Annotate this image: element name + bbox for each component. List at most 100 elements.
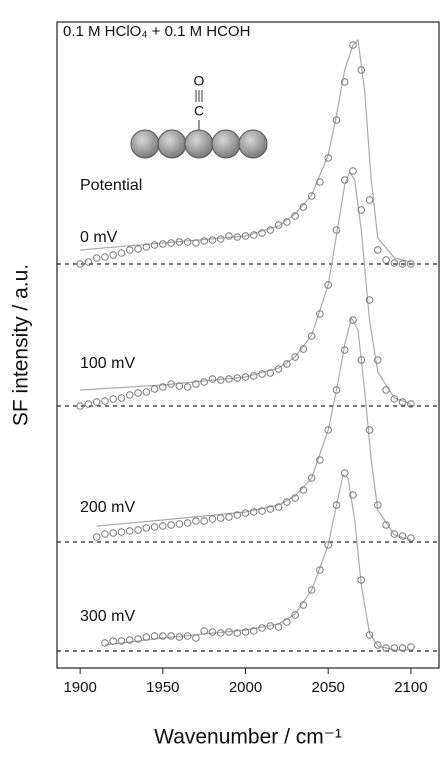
data-point [249,627,258,635]
data-point [365,426,374,434]
data-point [266,505,275,513]
data-point [233,511,242,519]
data-point [307,332,316,340]
plot-frame [56,21,440,669]
data-point [390,530,399,538]
data-point [316,566,324,574]
data-point [407,643,415,651]
data-point [142,388,151,396]
data-point [324,426,333,434]
data-point [390,259,399,267]
data-point [92,533,101,541]
data-point [241,509,250,517]
surface-atom [157,129,187,159]
data-point [117,637,126,645]
data-point [332,501,341,509]
series-label: 0 mV [80,229,118,246]
data-point [274,503,283,511]
data-point [382,521,390,529]
data-point [349,316,357,324]
data-point [357,206,366,214]
y-axis-label: SF intensity / a.u. [10,264,33,426]
fit-line [104,474,411,651]
data-point [125,636,134,644]
surface-atom [238,129,268,159]
data-point [291,611,299,619]
data-point [183,519,192,527]
data-point [407,260,415,268]
data-point [175,238,184,246]
data-point [299,486,308,494]
x-tick-label: 2100 [394,679,427,696]
data-point [398,644,407,652]
atom-label: O [194,73,205,89]
surface-atom [211,129,241,159]
data-point [175,520,184,528]
data-point [142,243,151,251]
data-point [407,400,415,408]
data-point [357,66,366,74]
data-point [101,639,109,647]
data-point [283,498,291,506]
data-point [92,398,101,406]
annotation: Potential [80,177,142,194]
data-point [291,494,299,502]
data-point [233,629,242,637]
data-point [134,245,142,253]
data-point [299,203,308,211]
data-point [258,370,266,378]
data-point [134,526,142,534]
data-point [84,400,93,408]
x-tick-label: 2050 [312,679,345,696]
data-point [258,229,266,237]
data-point [159,632,167,640]
data-point [283,360,291,368]
data-point [374,356,382,364]
x-tick-label: 1900 [63,679,96,696]
data-point [150,523,159,531]
data-point [200,627,208,635]
data-point [183,238,192,246]
data-point [299,601,308,609]
data-point [340,176,349,184]
data-point [216,629,225,637]
chart-title: 0.1 M HClO₄ + 0.1 M HCOH [63,23,250,40]
data-point [382,256,390,264]
data-point [258,624,266,632]
data-point [101,530,109,538]
data-point [183,383,192,391]
data-point [299,345,308,353]
data-point [216,235,225,243]
data-point [316,178,324,186]
data-point [340,78,349,86]
data-point [307,474,316,482]
surface-atom [130,129,160,159]
data-point [192,380,200,388]
data-point [150,241,159,249]
data-point [159,522,167,530]
data-point [117,394,126,402]
data-point [316,456,324,464]
data-point [283,618,291,626]
data-point [183,632,192,640]
data-point [125,391,134,399]
data-point [208,628,217,636]
data-point [382,644,390,652]
data-point [332,226,341,234]
data-point [407,534,415,542]
data-point [76,260,84,268]
data-point [159,240,167,248]
data-point [192,634,200,642]
data-point [109,529,118,537]
data-point [283,218,291,226]
data-point [398,532,407,540]
fit-line [96,316,412,541]
data-point [274,221,283,229]
data-point [390,644,399,652]
data-point [200,517,208,525]
data-point [208,515,217,523]
data-point [109,395,118,403]
data-point [357,356,366,364]
data-point [134,389,142,397]
data-point [258,507,266,515]
